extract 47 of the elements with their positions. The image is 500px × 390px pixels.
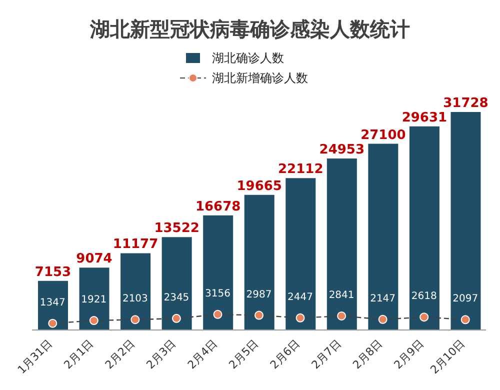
data-label: 1347 <box>40 297 66 308</box>
bar <box>326 158 357 330</box>
bar <box>120 253 151 330</box>
data-label: 2103 <box>122 294 148 305</box>
data-label: 2097 <box>452 294 478 305</box>
x-tick-label: 2月1日 <box>61 336 96 372</box>
data-label: 9074 <box>76 252 112 267</box>
bar <box>368 144 398 330</box>
data-label: 13522 <box>154 221 200 236</box>
bar <box>450 112 481 330</box>
bar <box>286 178 316 330</box>
x-tick-label: 2月9日 <box>392 336 426 372</box>
data-label: 2618 <box>411 291 437 302</box>
x-tick-label: 2月6日 <box>268 336 302 372</box>
x-tick-label: 2月4日 <box>185 336 220 372</box>
bar <box>38 280 68 330</box>
data-label: 3156 <box>205 288 230 300</box>
x-tick-label: 2月7日 <box>309 336 344 372</box>
data-label: 16678 <box>195 199 241 214</box>
legend-label: 湖北新增确诊人数 <box>212 70 308 86</box>
data-label: 2345 <box>164 292 190 304</box>
data-label: 27100 <box>360 128 406 143</box>
data-label: 2447 <box>288 292 313 303</box>
legend-label: 湖北确诊人数 <box>212 50 284 66</box>
x-tick-label: 2月3日 <box>144 336 179 372</box>
x-tick-label: 2月2日 <box>102 336 138 372</box>
data-label: 29631 <box>402 110 448 126</box>
data-label: 2987 <box>246 289 272 300</box>
x-tick-label: 2月8日 <box>350 336 385 372</box>
data-label: 19665 <box>236 178 282 194</box>
bar <box>79 268 110 330</box>
data-label: 1921 <box>81 294 107 306</box>
x-tick-label: 2月5日 <box>226 336 262 372</box>
bar <box>409 126 440 330</box>
data-label: 2841 <box>328 290 354 301</box>
data-label: 7153 <box>34 264 72 280</box>
x-tick-label: 2月10日 <box>428 336 468 377</box>
data-label: 11177 <box>112 237 158 252</box>
data-label: 22112 <box>278 162 324 178</box>
bar <box>203 215 234 330</box>
chart-title: 湖北新型冠状病毒确诊感染人数统计 <box>88 16 411 43</box>
bar <box>244 194 274 330</box>
data-label: 2147 <box>370 293 396 304</box>
data-label: 31728 <box>443 96 488 111</box>
bar <box>162 237 192 330</box>
x-tick-label: 1月31日 <box>15 336 55 377</box>
data-label: 24953 <box>319 142 365 158</box>
